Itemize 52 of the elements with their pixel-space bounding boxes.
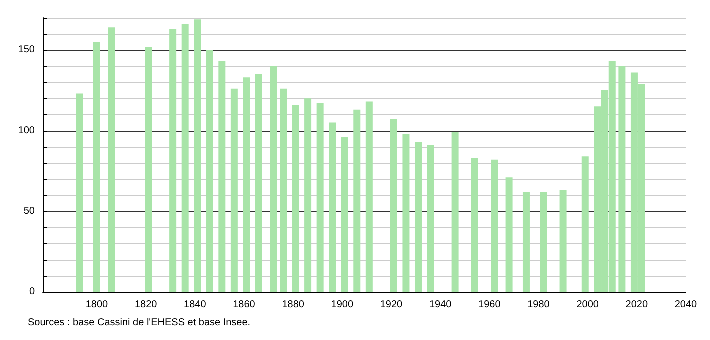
x-tick-label: 1860 (233, 300, 256, 310)
bar (540, 192, 548, 292)
bar (218, 62, 226, 292)
bar (316, 103, 324, 292)
source-note: Sources : base Cassini de l'EHESS et base Insee. (28, 318, 251, 328)
x-tick-label: 1940 (429, 300, 452, 310)
bar (427, 145, 434, 292)
bar (390, 120, 398, 292)
bar (452, 132, 459, 292)
x-tick-label: 1980 (528, 300, 550, 310)
x-tick-label: 1920 (380, 300, 404, 310)
bar (618, 66, 626, 292)
bar (522, 192, 530, 292)
x-tick-label: 1900 (331, 300, 354, 310)
x-tick-label: 1820 (134, 300, 158, 310)
x-tick-label: 2000 (576, 300, 600, 310)
bar (471, 158, 478, 292)
bar (560, 190, 567, 292)
y-tick-label: 100 (18, 125, 36, 136)
x-tick-label: 2040 (674, 300, 698, 310)
x-tick-label: 1800 (86, 300, 109, 310)
y-tick-label: 0 (29, 286, 36, 298)
bar (170, 29, 177, 292)
bar (329, 122, 336, 292)
bar (76, 94, 84, 292)
y-tick-label: 50 (24, 206, 36, 217)
bar (414, 142, 422, 292)
bar (491, 160, 498, 292)
bar (255, 74, 262, 292)
bar (243, 78, 250, 292)
bar (206, 50, 214, 292)
bar (292, 105, 300, 292)
bar (194, 20, 202, 292)
bar (506, 178, 513, 292)
bar (582, 156, 589, 292)
x-tick-label: 1880 (282, 300, 305, 310)
bar (366, 102, 373, 292)
bar (402, 134, 410, 292)
x-tick-label: 1840 (184, 300, 207, 310)
bar (145, 47, 152, 292)
x-tick-label: 2020 (626, 300, 648, 310)
bar (230, 88, 238, 292)
y-tick-label: 150 (18, 44, 36, 56)
bar (304, 98, 312, 292)
bar (354, 110, 361, 292)
bar (270, 66, 278, 292)
bar (341, 137, 348, 292)
bar (182, 24, 189, 292)
bar (280, 88, 288, 292)
x-tick-label: 1960 (478, 300, 502, 310)
bar (93, 42, 100, 292)
bar (108, 28, 116, 292)
